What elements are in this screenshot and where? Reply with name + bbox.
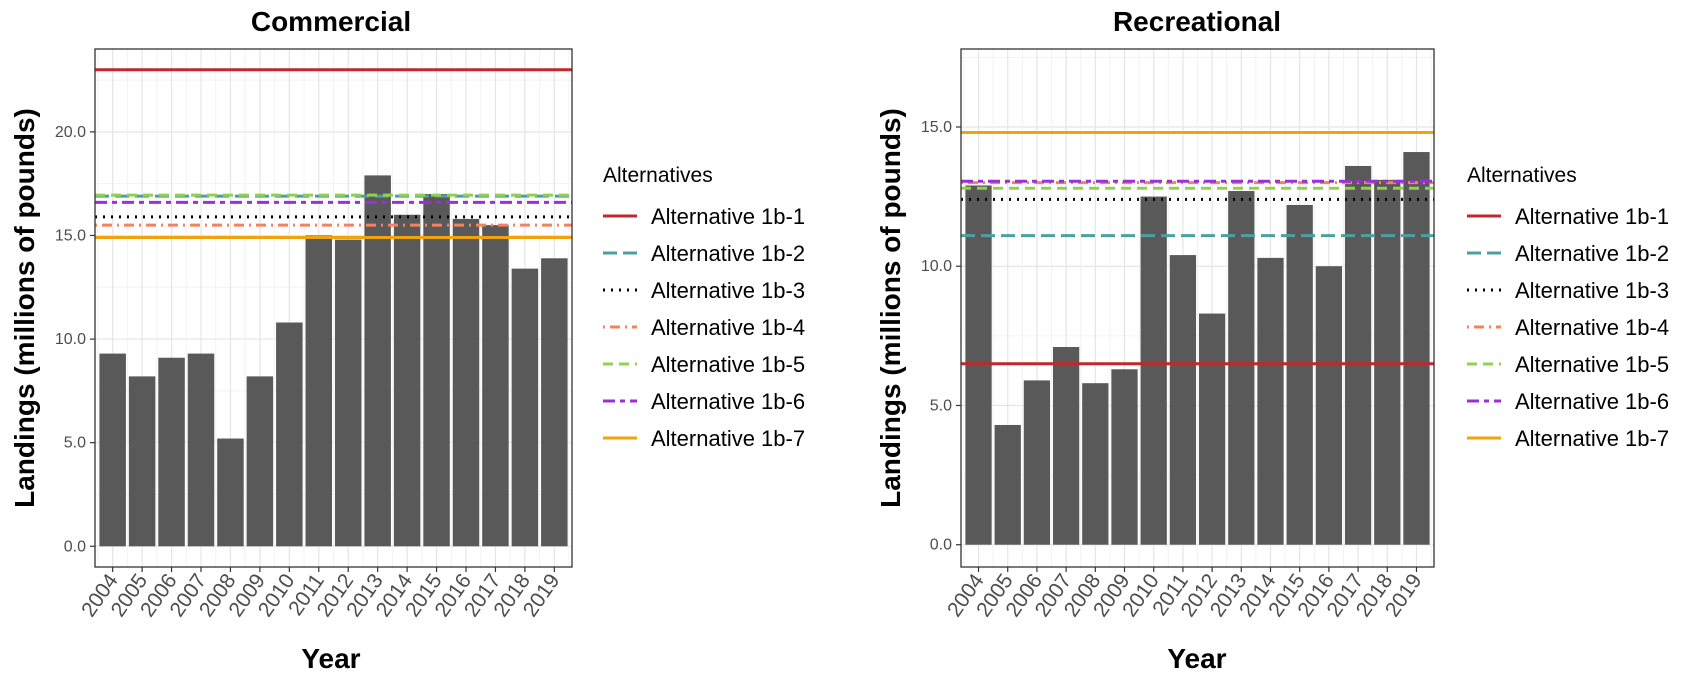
commercial-legend-label: Alternative 1b-3 bbox=[651, 278, 805, 303]
commercial-legend-label: Alternative 1b-1 bbox=[651, 204, 805, 229]
commercial-ytick-label: 15.0 bbox=[55, 227, 86, 244]
commercial-bar-2010 bbox=[276, 322, 303, 547]
commercial-bar-2004 bbox=[99, 353, 126, 547]
recreational-legend-item: Alternative 1b-4 bbox=[1467, 315, 1669, 340]
commercial-ytick-label: 5.0 bbox=[64, 435, 86, 452]
commercial-legend-item: Alternative 1b-4 bbox=[603, 315, 805, 340]
recreational-legend-item: Alternative 1b-7 bbox=[1467, 426, 1669, 451]
commercial-legend-item: Alternative 1b-5 bbox=[603, 352, 805, 377]
commercial-legend-item: Alternative 1b-2 bbox=[603, 241, 805, 266]
commercial-legend-item: Alternative 1b-3 bbox=[603, 278, 805, 303]
recreational-bar-2010 bbox=[1140, 196, 1167, 545]
commercial-bar-2018 bbox=[511, 268, 539, 547]
recreational-bar-2015 bbox=[1286, 204, 1313, 545]
commercial-bar-2016 bbox=[452, 218, 480, 547]
recreational-bar-2017 bbox=[1344, 165, 1372, 545]
commercial-legend-label: Alternative 1b-5 bbox=[651, 352, 805, 377]
recreational-ytick-label: 10.0 bbox=[921, 258, 952, 275]
recreational-bar-2013 bbox=[1228, 191, 1255, 545]
commercial-y-axis-title: Landings (millions of pounds) bbox=[9, 108, 40, 508]
commercial-bar-2009 bbox=[246, 376, 274, 547]
commercial-bar-2014 bbox=[393, 214, 421, 547]
recreational-bar-2007 bbox=[1052, 346, 1080, 545]
commercial-x-axis-title: Year bbox=[301, 643, 360, 674]
recreational-legend-item: Alternative 1b-3 bbox=[1467, 278, 1669, 303]
recreational-legend-title: Alternatives bbox=[1467, 164, 1577, 187]
commercial-title: Commercial bbox=[251, 6, 411, 37]
recreational-bar-2016 bbox=[1315, 266, 1343, 545]
recreational-legend-label: Alternative 1b-1 bbox=[1515, 204, 1669, 229]
recreational-x-axis-title: Year bbox=[1167, 643, 1226, 674]
commercial-bar-2013 bbox=[364, 175, 391, 547]
recreational-legend-item: Alternative 1b-2 bbox=[1467, 241, 1669, 266]
commercial-bar-2007 bbox=[187, 353, 215, 547]
recreational-bar-2014 bbox=[1257, 257, 1284, 545]
recreational-title: Recreational bbox=[1113, 6, 1281, 37]
recreational-bar-2005 bbox=[994, 424, 1021, 545]
recreational-legend-label: Alternative 1b-6 bbox=[1515, 389, 1669, 414]
commercial-bar-2017 bbox=[482, 225, 509, 547]
recreational-legend-label: Alternative 1b-7 bbox=[1515, 426, 1669, 451]
recreational-bar-2006 bbox=[1023, 380, 1051, 545]
commercial-legend-label: Alternative 1b-4 bbox=[651, 315, 805, 340]
commercial-bar-2008 bbox=[217, 438, 244, 547]
recreational-bar-2008 bbox=[1082, 383, 1109, 545]
recreational-ytick-label: 15.0 bbox=[921, 119, 952, 136]
recreational-bar-2019 bbox=[1403, 152, 1430, 545]
commercial-ytick-label: 10.0 bbox=[55, 331, 86, 348]
recreational-panel: Recreational Landings (millions of pound… bbox=[875, 6, 1669, 674]
commercial-bar-2019 bbox=[541, 258, 568, 547]
recreational-bar-2011 bbox=[1169, 255, 1197, 545]
commercial-bar-2011 bbox=[305, 235, 333, 547]
commercial-panel-border bbox=[94, 48, 573, 568]
recreational-legend-item: Alternative 1b-6 bbox=[1467, 389, 1669, 414]
recreational-legend-label: Alternative 1b-5 bbox=[1515, 352, 1669, 377]
recreational-ytick-label: 5.0 bbox=[930, 397, 952, 414]
commercial-legend-label: Alternative 1b-2 bbox=[651, 241, 805, 266]
commercial-legend-item: Alternative 1b-6 bbox=[603, 389, 805, 414]
recreational-plot-area bbox=[960, 48, 1435, 568]
commercial-ytick-label: 0.0 bbox=[64, 538, 86, 555]
commercial-legend-item: Alternative 1b-1 bbox=[603, 204, 805, 229]
recreational-legend-label: Alternative 1b-2 bbox=[1515, 241, 1669, 266]
commercial-bar-2005 bbox=[128, 376, 156, 547]
recreational-ytick-label: 0.0 bbox=[930, 537, 952, 554]
recreational-bar-2009 bbox=[1111, 369, 1138, 545]
recreational-bar-2012 bbox=[1198, 313, 1226, 545]
commercial-legend-title: Alternatives bbox=[603, 164, 713, 187]
commercial-bar-2015 bbox=[423, 194, 450, 547]
recreational-legend-label: Alternative 1b-3 bbox=[1515, 278, 1669, 303]
recreational-panel-border bbox=[960, 48, 1435, 568]
commercial-legend-label: Alternative 1b-6 bbox=[651, 389, 805, 414]
commercial-ytick-label: 20.0 bbox=[55, 124, 86, 141]
recreational-legend-item: Alternative 1b-1 bbox=[1467, 204, 1669, 229]
commercial-plot-area bbox=[94, 48, 573, 568]
commercial-bar-2012 bbox=[334, 239, 362, 547]
recreational-legend-label: Alternative 1b-4 bbox=[1515, 315, 1669, 340]
commercial-panel: Commercial Landings (millions of pounds)… bbox=[9, 6, 805, 674]
commercial-legend-item: Alternative 1b-7 bbox=[603, 426, 805, 451]
commercial-bar-2006 bbox=[158, 357, 185, 547]
commercial-legend-label: Alternative 1b-7 bbox=[651, 426, 805, 451]
recreational-y-axis-title: Landings (millions of pounds) bbox=[875, 108, 906, 508]
recreational-legend-item: Alternative 1b-5 bbox=[1467, 352, 1669, 377]
